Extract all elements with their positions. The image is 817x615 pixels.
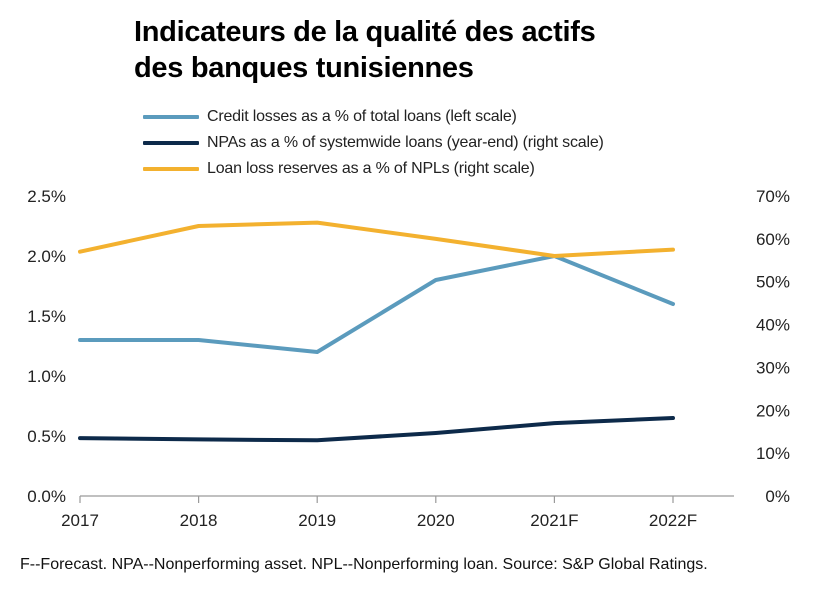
x-tick-label: 2017 bbox=[61, 511, 99, 530]
x-tick-label: 2019 bbox=[298, 511, 336, 530]
legend-swatch-credit-losses bbox=[143, 115, 199, 119]
legend-label-credit-losses: Credit losses as a % of total loans (lef… bbox=[207, 108, 517, 125]
legend-item-loan-loss-reserves: Loan loss reserves as a % of NPLs (right… bbox=[143, 156, 604, 182]
x-tick-label: 2018 bbox=[180, 511, 218, 530]
right-y-tick-label: 0% bbox=[765, 487, 790, 506]
left-y-tick-label: 2.5% bbox=[27, 187, 66, 206]
right-y-tick-label: 50% bbox=[756, 273, 790, 292]
series-line-npas bbox=[78, 416, 675, 443]
legend-swatch-loan-loss-reserves bbox=[143, 167, 199, 171]
chart-legend: Credit losses as a % of total loans (lef… bbox=[143, 104, 604, 182]
right-y-tick-label: 30% bbox=[756, 358, 790, 377]
legend-label-npas: NPAs as a % of systemwide loans (year-en… bbox=[207, 134, 604, 151]
x-tick-label: 2022F bbox=[649, 511, 697, 530]
x-tick-label: 2021F bbox=[530, 511, 578, 530]
right-y-tick-label: 40% bbox=[756, 316, 790, 335]
chart-title-line-2: des banques tunisiennes bbox=[134, 52, 474, 84]
chart-title-line-1: Indicateurs de la qualité des actifs bbox=[134, 16, 596, 48]
left-y-tick-label: 1.5% bbox=[27, 307, 66, 326]
left-y-tick-label: 1.0% bbox=[27, 367, 66, 386]
left-y-tick-label: 2.0% bbox=[27, 247, 66, 266]
right-y-tick-label: 70% bbox=[756, 187, 790, 206]
chart-title: Indicateurs de la qualité des actifs des… bbox=[134, 14, 794, 86]
series-line-loan-loss-reserves bbox=[78, 220, 675, 258]
left-y-tick-label: 0.0% bbox=[27, 487, 66, 506]
right-y-tick-label: 60% bbox=[756, 230, 790, 249]
series-layer bbox=[78, 220, 675, 443]
right-y-tick-label: 10% bbox=[756, 444, 790, 463]
axes-layer: 2017 2018 2019 2020 2021F 2022F 0.0% 0.5% 1.0% 1.… bbox=[27, 187, 790, 530]
legend-item-credit-losses: Credit losses as a % of total loans (lef… bbox=[143, 104, 604, 130]
right-y-tick-label: 20% bbox=[756, 401, 790, 420]
legend-item-npas: NPAs as a % of systemwide loans (year-en… bbox=[143, 130, 604, 156]
x-tick-label: 2020 bbox=[417, 511, 455, 530]
legend-label-loan-loss-reserves: Loan loss reserves as a % of NPLs (right… bbox=[207, 160, 535, 177]
legend-swatch-npas bbox=[143, 141, 199, 145]
series-line-credit-losses bbox=[78, 254, 675, 354]
left-y-tick-label: 0.5% bbox=[27, 427, 66, 446]
chart-footnote: F--Forecast. NPA--Nonperforming asset. N… bbox=[20, 556, 708, 573]
